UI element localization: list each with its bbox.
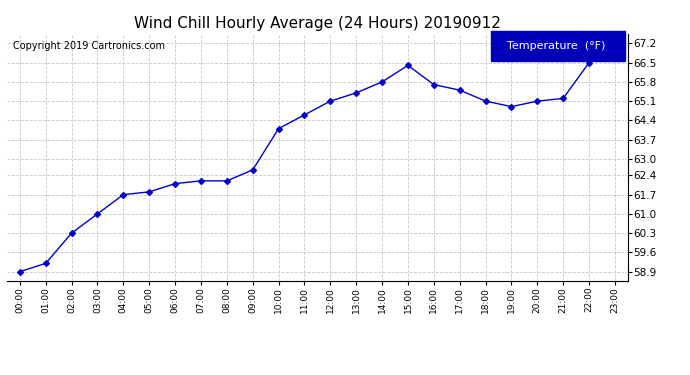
FancyBboxPatch shape — [491, 31, 625, 61]
Title: Wind Chill Hourly Average (24 Hours) 20190912: Wind Chill Hourly Average (24 Hours) 201… — [134, 16, 501, 31]
Text: Temperature  (°F): Temperature (°F) — [507, 41, 606, 51]
Text: Copyright 2019 Cartronics.com: Copyright 2019 Cartronics.com — [13, 41, 165, 51]
